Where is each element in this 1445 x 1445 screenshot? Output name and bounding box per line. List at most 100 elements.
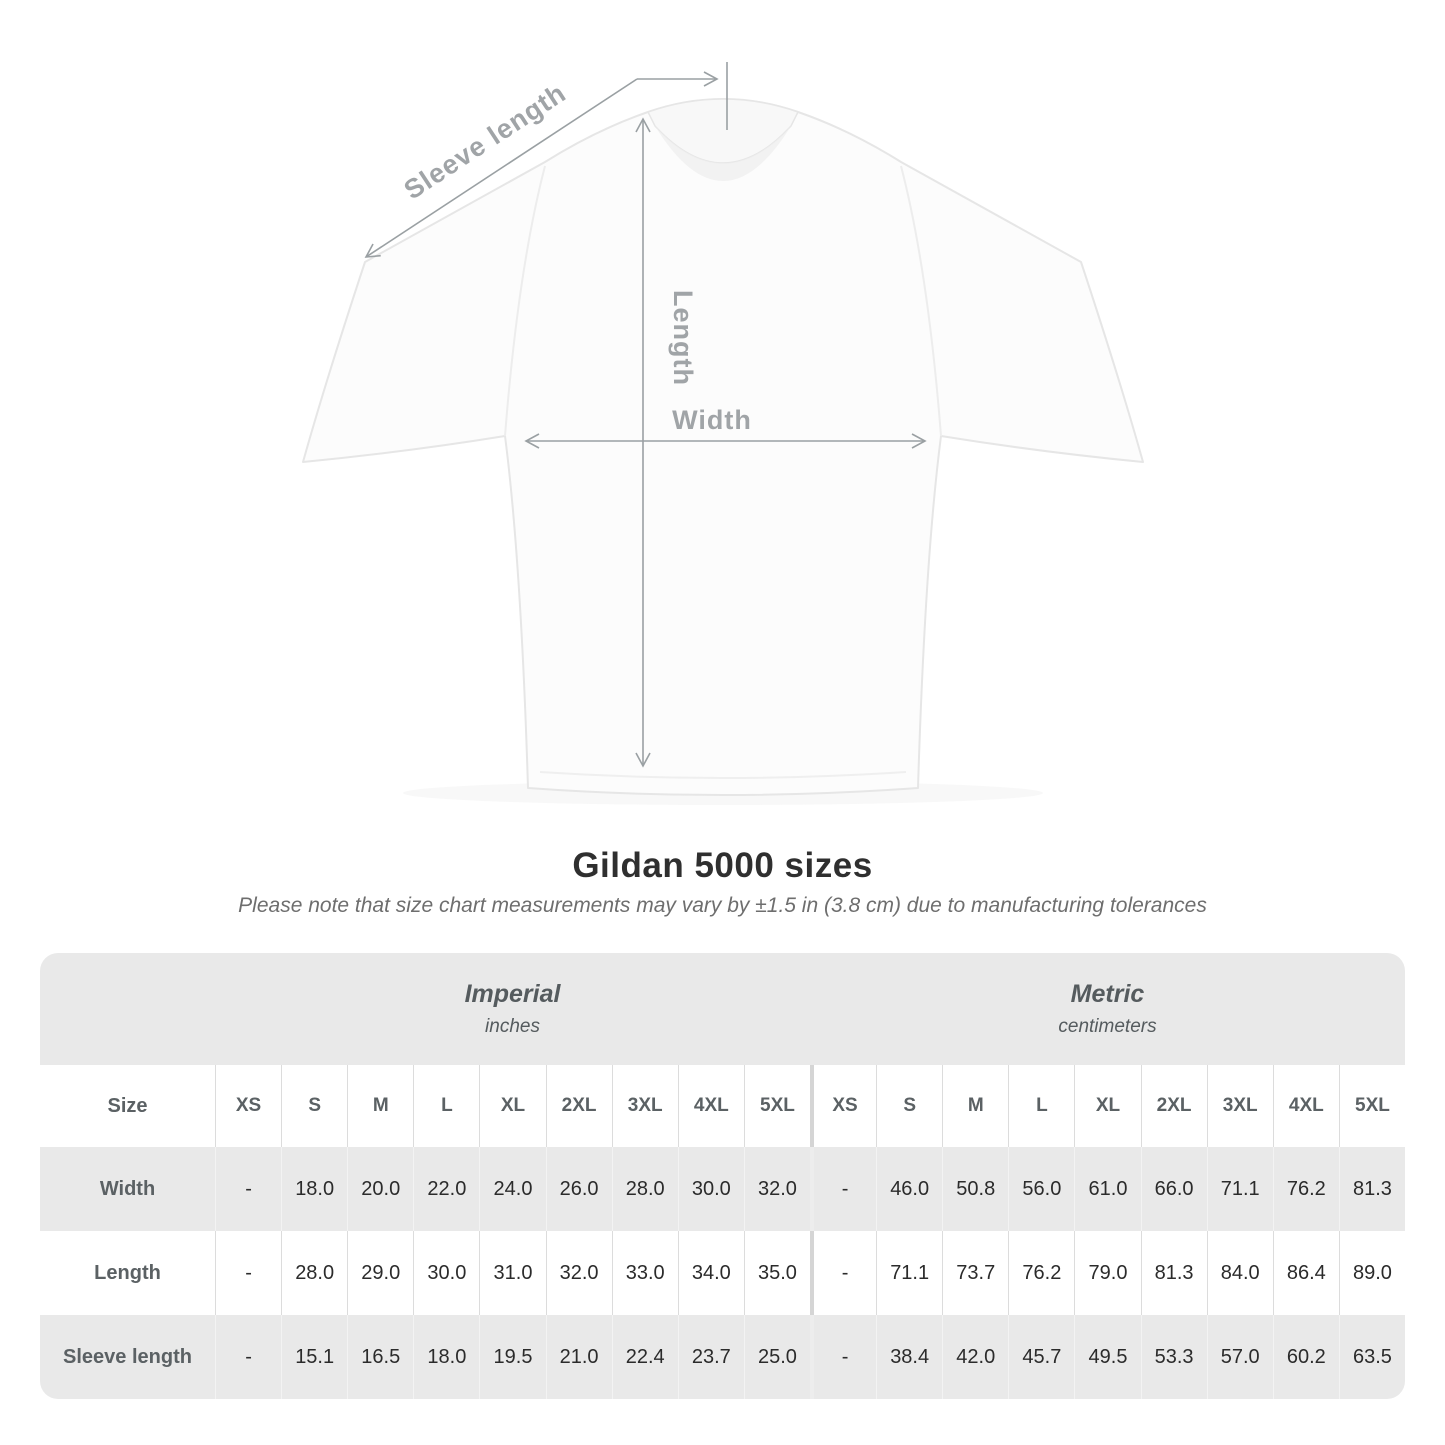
value-cell: 22.0 <box>413 1147 479 1231</box>
value-cell: 38.4 <box>876 1315 942 1399</box>
value-cell: 18.0 <box>413 1315 479 1399</box>
value-cell: 61.0 <box>1074 1147 1140 1231</box>
right-armhole-seam <box>900 165 942 437</box>
value-cell: 66.0 <box>1140 1147 1207 1231</box>
value-cell: 71.1 <box>1206 1147 1273 1231</box>
row-label: Sleeve length <box>63 1345 192 1368</box>
value-cell: 15.1 <box>281 1315 347 1399</box>
value-cell: 53.3 <box>1140 1315 1207 1399</box>
value-cell: 33.0 <box>611 1231 678 1315</box>
value-cell: 28.0 <box>281 1231 347 1315</box>
size-header: XS <box>215 1065 281 1147</box>
size-header: L <box>413 1065 479 1147</box>
value-cell: 45.7 <box>1008 1315 1074 1399</box>
value-cell: 25.0 <box>743 1315 810 1399</box>
value-cell: 18.0 <box>281 1147 347 1231</box>
value-cell: 32.0 <box>545 1231 612 1315</box>
value-cell: - <box>810 1231 876 1315</box>
length-row: Length - 28.0 29.0 30.0 31.0 32.0 33.0 3… <box>40 1231 1405 1315</box>
unit-header-spacer <box>40 953 215 1065</box>
value-cell: 60.2 <box>1272 1315 1339 1399</box>
value-cell: 30.0 <box>413 1231 479 1315</box>
value-cell: - <box>215 1315 281 1399</box>
unit-header-metric: Metric centimeters <box>810 953 1405 1065</box>
metric-label: Metric <box>1070 980 1145 1008</box>
value-cell: 81.3 <box>1140 1231 1207 1315</box>
size-table: Imperial inches Metric centimeters Size … <box>40 953 1405 1399</box>
size-column-header: Size <box>107 1094 148 1117</box>
value-cell: 79.0 <box>1074 1231 1140 1315</box>
size-header: XS <box>810 1065 876 1147</box>
row-label: Width <box>99 1177 156 1200</box>
size-header: M <box>942 1065 1008 1147</box>
value-cell: 29.0 <box>347 1231 413 1315</box>
value-cell: 32.0 <box>743 1147 810 1231</box>
metric-unit-label: centimeters <box>1058 1016 1157 1037</box>
size-header-row: Size XS S M L XL 2XL 3XL 4XL 5XL XS S M … <box>40 1065 1405 1147</box>
size-header: S <box>281 1065 347 1147</box>
size-header: 4XL <box>677 1065 744 1147</box>
size-header: M <box>347 1065 413 1147</box>
sleeve-length-line <box>364 78 638 258</box>
value-cell: 16.5 <box>347 1315 413 1399</box>
size-header: 4XL <box>1272 1065 1339 1147</box>
value-cell: 71.1 <box>876 1231 942 1315</box>
value-cell: 84.0 <box>1206 1231 1273 1315</box>
tshirt-measurement-diagram: Sleeve length Length Width <box>302 62 1144 796</box>
value-cell: 21.0 <box>545 1315 612 1399</box>
size-header: 2XL <box>545 1065 612 1147</box>
unit-header-row: Imperial inches Metric centimeters <box>40 953 1405 1065</box>
collar-opening <box>655 126 791 181</box>
size-header: 5XL <box>1338 1065 1405 1147</box>
value-cell: 24.0 <box>479 1147 545 1231</box>
value-cell: 57.0 <box>1206 1315 1273 1399</box>
left-armhole-seam <box>504 165 546 437</box>
value-cell: 30.0 <box>677 1147 744 1231</box>
unit-header-imperial: Imperial inches <box>215 953 810 1065</box>
value-cell: 81.3 <box>1338 1147 1405 1231</box>
imperial-unit-label: inches <box>485 1016 540 1037</box>
size-header: 3XL <box>1206 1065 1273 1147</box>
value-cell: 86.4 <box>1272 1231 1339 1315</box>
page-title: Gildan 5000 sizes <box>572 846 873 885</box>
value-cell: 46.0 <box>876 1147 942 1231</box>
size-header: 3XL <box>611 1065 678 1147</box>
row-label: Length <box>94 1261 161 1284</box>
value-cell: 28.0 <box>611 1147 678 1231</box>
size-header: L <box>1008 1065 1074 1147</box>
value-cell: - <box>810 1147 876 1231</box>
value-cell: 76.2 <box>1272 1147 1339 1231</box>
page-subtitle: Please note that size chart measurements… <box>238 894 1207 917</box>
size-header: 5XL <box>743 1065 810 1147</box>
value-cell: 23.7 <box>677 1315 744 1399</box>
value-cell: 31.0 <box>479 1231 545 1315</box>
value-cell: 34.0 <box>677 1231 744 1315</box>
value-cell: 20.0 <box>347 1147 413 1231</box>
value-cell: - <box>810 1315 876 1399</box>
value-cell: 50.8 <box>942 1147 1008 1231</box>
sleeve-length-row: Sleeve length - 15.1 16.5 18.0 19.5 21.0… <box>40 1315 1405 1399</box>
value-cell: 49.5 <box>1074 1315 1140 1399</box>
imperial-label: Imperial <box>464 980 561 1008</box>
length-label: Length <box>668 290 698 386</box>
size-header: XL <box>479 1065 545 1147</box>
value-cell: 42.0 <box>942 1315 1008 1399</box>
size-header: 2XL <box>1140 1065 1207 1147</box>
hem-seam <box>539 771 907 779</box>
value-cell: 19.5 <box>479 1315 545 1399</box>
value-cell: 63.5 <box>1338 1315 1405 1399</box>
width-label: Width <box>672 405 752 435</box>
value-cell: 35.0 <box>743 1231 810 1315</box>
value-cell: 56.0 <box>1008 1147 1074 1231</box>
size-header: S <box>876 1065 942 1147</box>
value-cell: - <box>215 1231 281 1315</box>
value-cell: 76.2 <box>1008 1231 1074 1315</box>
value-cell: 89.0 <box>1338 1231 1405 1315</box>
value-cell: 73.7 <box>942 1231 1008 1315</box>
tshirt-graphic <box>302 98 1144 796</box>
width-row: Width - 18.0 20.0 22.0 24.0 26.0 28.0 30… <box>40 1147 1405 1231</box>
value-cell: 26.0 <box>545 1147 612 1231</box>
value-cell: 22.4 <box>611 1315 678 1399</box>
value-cell: - <box>215 1147 281 1231</box>
size-header: XL <box>1074 1065 1140 1147</box>
